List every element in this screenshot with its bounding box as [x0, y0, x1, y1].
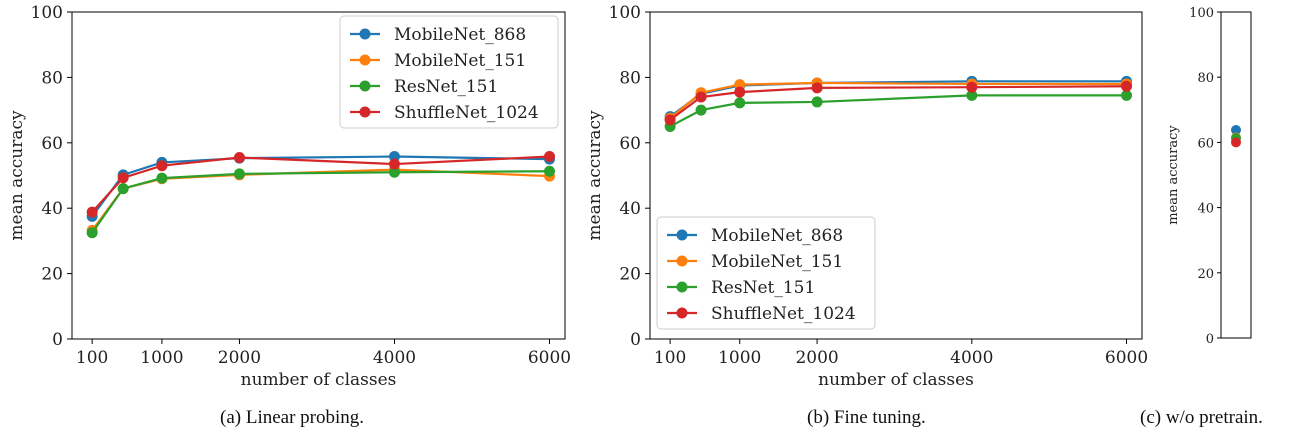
data-point — [233, 168, 245, 180]
x-tick-label: 2000 — [218, 348, 261, 368]
legend-marker — [676, 229, 688, 241]
data-point — [388, 151, 400, 163]
caption-linear-probing: (a) Linear probing. — [220, 407, 365, 428]
data-point — [811, 96, 823, 108]
y-tick-label: 20 — [1197, 267, 1214, 282]
data-point — [117, 172, 129, 184]
data-point — [664, 114, 676, 126]
data-point — [1231, 137, 1241, 148]
y-tick-label: 40 — [1197, 202, 1214, 217]
plot-frame — [649, 11, 1143, 340]
y-tick-label: 20 — [41, 265, 63, 285]
y-tick-label: 0 — [630, 330, 641, 350]
y-tick-label: 40 — [41, 199, 63, 219]
y-axis-label: mean accuracy — [7, 110, 27, 241]
legend-marker — [676, 281, 688, 293]
data-point — [734, 86, 746, 98]
x-tick-label: 1000 — [140, 348, 183, 368]
legend-label: MobileNet_151 — [394, 51, 526, 71]
x-tick-label: 100 — [654, 348, 686, 368]
series-line — [669, 94, 1127, 128]
legend-frame — [656, 216, 876, 330]
data-point — [543, 165, 555, 177]
legend-marker — [676, 255, 688, 267]
y-tick-label: 0 — [1206, 332, 1214, 347]
legend-label: ResNet_151 — [394, 77, 498, 97]
panel-linear-probing: 0 20 40 60 80 100 100 1000 2000 4000 6000 number of… — [7, 3, 571, 390]
legend-label: ResNet_151 — [711, 278, 815, 298]
data-point — [543, 151, 555, 163]
data-point — [86, 206, 98, 218]
data-point — [966, 89, 978, 101]
series-line — [91, 155, 550, 213]
legend-marker — [676, 307, 688, 319]
data-point — [734, 79, 746, 91]
legend-label: MobileNet_868 — [394, 25, 526, 45]
y-tick-label: 0 — [52, 330, 63, 350]
x-tick-label: 4000 — [950, 348, 993, 368]
y-tick-label: 40 — [619, 199, 641, 219]
data-point — [1121, 80, 1133, 92]
plot-frame — [1220, 11, 1252, 339]
series-line — [91, 170, 550, 234]
x-tick-label: 2000 — [795, 348, 838, 368]
panel-fine-tuning: 0 20 40 60 80 100 100 1000 2000 4000 6000 number of… — [585, 3, 1148, 390]
legend-marker — [359, 28, 371, 40]
x-tick-label: 6000 — [528, 348, 571, 368]
data-point — [117, 183, 129, 195]
y-tick-label: 60 — [619, 134, 641, 154]
y-axis-label: mean accuracy — [1166, 125, 1181, 225]
caption-fine-tuning: (b) Fine tuning. — [807, 407, 926, 428]
legend-marker — [359, 80, 371, 92]
data-point — [1231, 125, 1241, 136]
plot-frame — [71, 11, 566, 340]
legend-label: ShuffleNet_1024 — [394, 103, 539, 123]
panel-without-pretrain: 0 20 40 60 80 100 mean accuracy — [1166, 6, 1252, 347]
data-point — [156, 172, 168, 184]
data-point — [1121, 89, 1133, 101]
y-tick-label: 100 — [1189, 6, 1214, 21]
legend-marker — [359, 106, 371, 118]
legend-marker — [359, 54, 371, 66]
data-point — [695, 91, 707, 103]
data-point — [388, 166, 400, 178]
legend-label: MobileNet_868 — [711, 226, 843, 246]
legend: MobileNet_868 MobileNet_151 ResNet_151 Shuf… — [656, 216, 876, 330]
data-point — [811, 82, 823, 94]
data-point — [233, 152, 245, 164]
data-point — [86, 227, 98, 239]
x-axis-label: number of classes — [818, 370, 974, 390]
y-tick-label: 20 — [619, 265, 641, 285]
y-tick-label: 100 — [609, 3, 641, 23]
x-tick-label: 4000 — [373, 348, 416, 368]
legend-label: ShuffleNet_1024 — [711, 304, 856, 324]
data-point — [734, 97, 746, 109]
series-line — [91, 155, 550, 218]
y-tick-label: 80 — [619, 68, 641, 88]
y-tick-label: 60 — [41, 134, 63, 154]
legend-label: MobileNet_151 — [711, 252, 843, 272]
y-tick-label: 60 — [1197, 136, 1214, 151]
data-point — [966, 81, 978, 93]
data-point — [388, 158, 400, 170]
x-axis-label: number of classes — [241, 370, 397, 390]
x-tick-label: 100 — [76, 348, 108, 368]
caption-without-pretrain: (c) w/o pretrain. — [1140, 407, 1263, 428]
legend: MobileNet_868 MobileNet_151 ResNet_151 Shuf… — [339, 15, 559, 129]
data-point — [695, 104, 707, 116]
data-point — [156, 160, 168, 172]
y-tick-label: 80 — [1197, 71, 1214, 86]
legend-frame — [339, 15, 559, 129]
y-tick-label: 80 — [41, 68, 63, 88]
x-tick-label: 6000 — [1105, 348, 1148, 368]
series-line — [669, 85, 1127, 121]
y-axis-label: mean accuracy — [585, 110, 605, 241]
y-tick-label: 100 — [31, 3, 63, 23]
x-tick-label: 1000 — [718, 348, 761, 368]
